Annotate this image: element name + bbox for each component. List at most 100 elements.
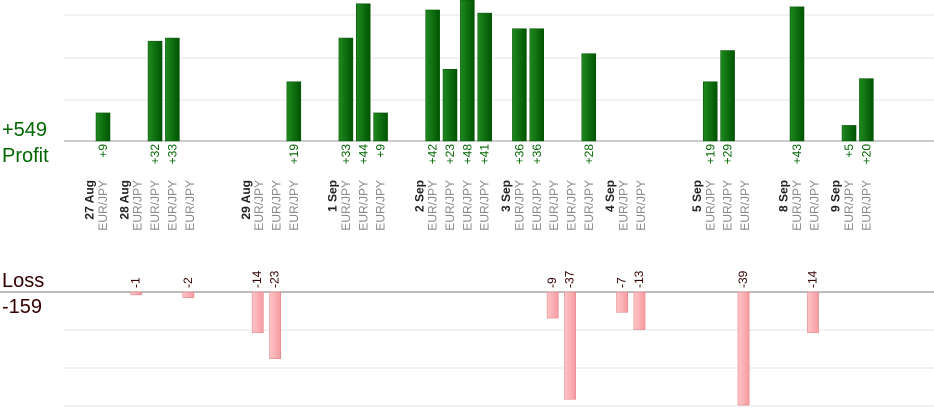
profit-value-label: +41 <box>478 144 492 165</box>
loss-bar <box>633 291 646 330</box>
profit-bar <box>286 81 302 142</box>
loss-bar <box>616 291 628 313</box>
loss-bar <box>182 291 195 299</box>
profit-value-label: +42 <box>426 144 440 165</box>
date-label: 4 Sep <box>603 180 617 212</box>
pair-label: EUR/JPY <box>807 180 821 231</box>
value-labels-layer: +9-1+32 +33-2 -14 -23+19 +33 +44 +9 +42 +23 +48 +4… <box>96 144 873 288</box>
profit-bar <box>477 12 492 142</box>
loss-bar <box>269 291 281 359</box>
loss-total: -159 <box>2 296 43 318</box>
profit-bar <box>841 125 857 142</box>
profit-value-label: +32 <box>148 144 162 165</box>
date-label: 27 Aug <box>83 180 97 220</box>
date-label: 8 Sep <box>777 180 791 212</box>
profit-value-label: +36 <box>530 144 544 165</box>
date-label: 5 Sep <box>690 180 704 212</box>
loss-bar <box>251 291 264 333</box>
profit-bar <box>720 50 735 142</box>
profit-bar <box>581 53 597 142</box>
pair-label: EUR/JPY <box>790 180 804 231</box>
loss-value-label: -13 <box>632 270 646 288</box>
profit-value-label: +48 <box>460 144 474 165</box>
pair-label: EUR/JPY <box>721 180 735 231</box>
profit-value-label: +9 <box>374 144 388 158</box>
date-label: 28 Aug <box>117 180 131 220</box>
date-label: 9 Sep <box>829 180 843 212</box>
profit-bar <box>460 0 475 142</box>
date-label: 29 Aug <box>239 180 253 220</box>
loss-value-label: -1 <box>129 277 143 288</box>
profit-value-label: +19 <box>287 144 301 165</box>
pair-label: EUR/JPY <box>148 180 162 231</box>
pair-label: EUR/JPY <box>547 180 561 231</box>
profit-bar <box>442 68 458 142</box>
pair-label: EUR/JPY <box>426 180 440 231</box>
profit-value-label: +23 <box>443 144 457 165</box>
profit-bar <box>512 28 527 142</box>
profit-bar <box>373 112 388 142</box>
date-label: 3 Sep <box>499 180 513 212</box>
pair-label: EUR/JPY <box>443 180 457 231</box>
profit-bar <box>95 112 111 142</box>
pair-label: EUR/JPY <box>530 180 544 231</box>
pair-label: EUR/JPY <box>339 180 353 231</box>
loss-value-label: -39 <box>736 270 750 288</box>
pair-label: EUR/JPY <box>356 180 370 231</box>
date-label: 1 Sep <box>326 180 340 212</box>
profit-value-label: +36 <box>512 144 526 165</box>
profit-bar <box>356 3 371 142</box>
loss-bar <box>564 291 576 400</box>
profit-value-label: +29 <box>721 144 735 165</box>
profit-bar <box>147 40 163 142</box>
pair-label: EUR/JPY <box>512 180 526 231</box>
pair-label: EUR/JPY <box>842 180 856 231</box>
pair-label: EUR/JPY <box>460 180 474 231</box>
gridlines <box>0 14 934 407</box>
pair-label: EUR/JPY <box>859 180 873 231</box>
loss-bar <box>130 291 143 296</box>
loss-bar <box>546 291 559 319</box>
profit-bar <box>529 28 544 142</box>
loss-value-label: -7 <box>615 277 629 288</box>
pair-label: EUR/JPY <box>478 180 492 231</box>
pair-label: EUR/JPY <box>617 180 631 231</box>
pair-label: EUR/JPY <box>703 180 717 231</box>
loss-value-label: -23 <box>268 270 282 288</box>
pair-label: EUR/JPY <box>131 180 145 231</box>
pair-label: EUR/JPY <box>738 180 752 231</box>
profit-bar <box>425 9 440 142</box>
loss-value-label: -14 <box>250 270 264 288</box>
loss-bar <box>807 291 819 333</box>
pair-label: EUR/JPY <box>165 180 179 231</box>
profit-bar <box>789 6 805 142</box>
loss-bar <box>737 291 750 406</box>
profit-total: +549 <box>2 119 48 141</box>
loss-value-label: -2 <box>181 277 195 288</box>
loss-value-label: -37 <box>562 270 576 288</box>
profit-label: Profit <box>2 145 49 167</box>
profit-value-label: +19 <box>703 144 717 165</box>
profit-value-label: +5 <box>842 144 856 158</box>
profit-value-label: +43 <box>790 144 804 165</box>
profit-bar <box>859 78 874 142</box>
pair-label: EUR/JPY <box>183 180 197 231</box>
profit-value-label: +33 <box>165 144 179 165</box>
loss-value-label: -9 <box>545 277 559 288</box>
pair-label: EUR/JPY <box>287 180 301 231</box>
profit-value-label: +33 <box>339 144 353 165</box>
profit-value-label: +44 <box>356 144 370 165</box>
bars-layer <box>95 0 874 406</box>
pair-label: EUR/JPY <box>564 180 578 231</box>
profit-value-label: +20 <box>859 144 873 165</box>
pair-label: EUR/JPY <box>96 180 110 231</box>
profit-bar <box>338 37 354 142</box>
category-labels-layer: 27 Aug EUR/JPY 28 Aug EUR/JPY EUR/JPY EUR/JPY… <box>83 180 874 231</box>
profit-bar <box>703 81 718 142</box>
loss-value-label: -14 <box>805 270 819 288</box>
profit-bar <box>165 37 180 142</box>
pair-label: EUR/JPY <box>252 180 266 231</box>
loss-label: Loss <box>2 270 45 292</box>
pair-label: EUR/JPY <box>374 180 388 231</box>
